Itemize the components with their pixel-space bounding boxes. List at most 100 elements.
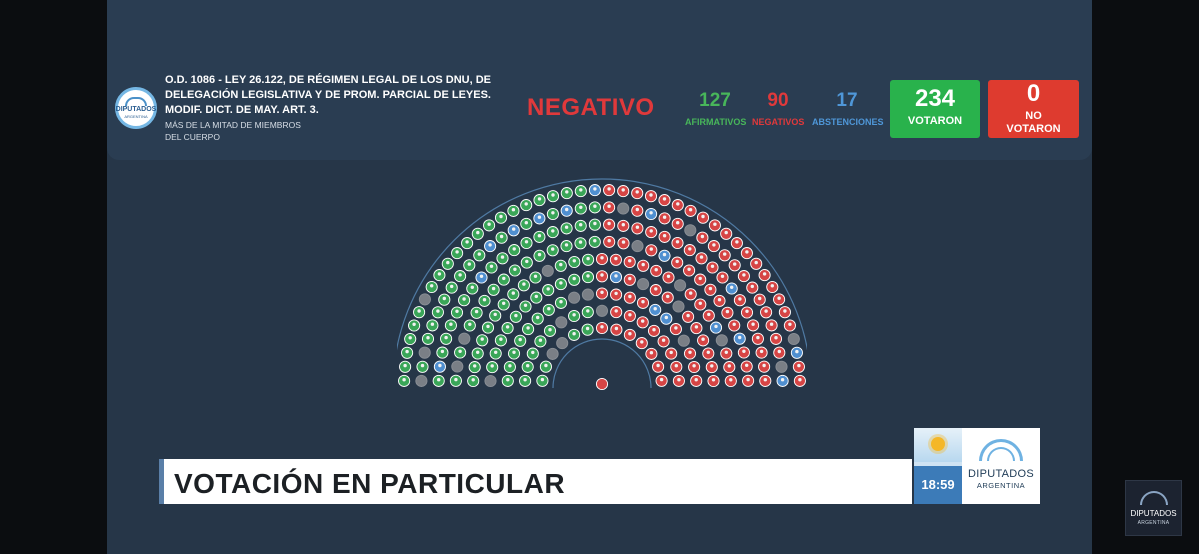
chamber-inner-arc [552, 338, 652, 389]
seat-person-icon [446, 260, 450, 265]
seat-person-icon [500, 255, 505, 259]
seat-person-icon [614, 256, 618, 261]
seat-person-icon [572, 332, 576, 336]
seat-person-icon [675, 259, 679, 264]
seat-person-icon [628, 313, 632, 317]
seat-ausente [418, 346, 431, 359]
seat-person-icon [692, 364, 696, 368]
seat-person-icon [548, 328, 552, 332]
seat-person-icon [764, 309, 768, 313]
seat-person-icon [491, 286, 496, 291]
seat-person-icon [745, 363, 749, 367]
seat-person-icon [547, 307, 551, 311]
seat-person-icon [628, 276, 632, 281]
no-votaron-count: 0 [1026, 80, 1041, 107]
seat-person-icon [403, 363, 407, 368]
seat-person-icon [490, 364, 494, 368]
seat-person-icon [600, 256, 604, 260]
corner-arc-icon [1140, 491, 1168, 505]
seat-person-icon [512, 247, 516, 251]
seat-person-icon [653, 307, 657, 311]
seat-person-icon [458, 349, 462, 353]
seat-person-icon [628, 332, 632, 336]
seat-person-icon [546, 287, 550, 291]
seat-person-icon [533, 274, 538, 278]
seat-person-icon [474, 309, 479, 314]
seat-ausente [581, 288, 594, 301]
seat-person-icon [544, 363, 548, 368]
seat-person-icon [586, 309, 590, 313]
seat-person-icon [614, 274, 618, 278]
seat-person-icon [523, 378, 527, 382]
seat-person-icon [641, 262, 645, 267]
seat-person-icon [724, 350, 728, 354]
seat-person-icon [710, 364, 714, 368]
seat-ausente [715, 334, 728, 347]
seat-person-icon [666, 294, 670, 299]
seat-person-icon [513, 267, 517, 271]
seat-person-icon [551, 229, 555, 233]
seat-person-icon [676, 221, 680, 225]
seat-ausente [415, 374, 428, 387]
seat-person-icon [499, 337, 503, 341]
seat-person-icon [649, 247, 653, 251]
seat-person-icon [468, 322, 472, 326]
seat-person-icon [465, 240, 469, 244]
seat-person-icon [621, 240, 626, 244]
seat-person-icon [763, 378, 767, 382]
seat-person-icon [437, 272, 442, 276]
seat-person-icon [420, 363, 425, 368]
seat-person-icon [688, 350, 692, 354]
seat-person-icon [565, 190, 569, 194]
afirmativos-count: 127 [699, 90, 731, 111]
seat-person-icon [536, 315, 540, 320]
seat-person-icon [502, 276, 506, 281]
seat-person-icon [774, 336, 778, 340]
seat-person-icon [713, 222, 717, 226]
corner-logo-sub: ARGENTINA [1137, 520, 1170, 526]
seat-person-icon [742, 349, 746, 353]
seat-person-icon [538, 338, 543, 342]
abstenciones-stat: 17 ABSTENCIONES [812, 90, 884, 127]
negativos-count: 90 [767, 90, 789, 111]
seat-person-icon [512, 227, 516, 231]
seat-person-icon [487, 222, 491, 226]
seat-person-icon [408, 336, 412, 340]
seat-person-icon [664, 315, 668, 320]
seat-person-icon [524, 202, 528, 206]
seat-person-icon [735, 240, 739, 244]
broadcast-time: 18:59 [914, 466, 962, 504]
seat-ausente [595, 304, 609, 317]
seat-person-icon [458, 273, 462, 277]
seat-person-icon [770, 284, 774, 288]
seat-person-icon [436, 309, 440, 313]
seat-person-icon [652, 328, 656, 332]
seat-person-icon [677, 378, 681, 382]
seat-person-icon [628, 294, 632, 299]
seat-ausente [541, 264, 554, 277]
seat-person-icon [607, 187, 611, 191]
seat-person-icon [745, 309, 749, 313]
seat-person-icon [586, 274, 590, 278]
seat-person-icon [662, 215, 667, 219]
seat-person-icon [572, 259, 576, 263]
abstenciones-count: 17 [836, 90, 858, 111]
seat-person-icon [688, 247, 692, 251]
seat-person-icon [607, 204, 611, 208]
seat-ausente [617, 202, 630, 215]
seat-person-icon [723, 252, 727, 256]
seat-person-icon [505, 325, 510, 329]
seat-person-icon [783, 309, 787, 313]
seat-person-icon [405, 349, 409, 354]
seat-person-icon [489, 264, 494, 268]
seat-person-icon [537, 252, 542, 257]
corner-logo-name: DIPUTADOS [1130, 509, 1177, 518]
seat-person-icon [488, 243, 492, 247]
seat-person-icon [788, 322, 792, 326]
no-votaron-label-line2: VOTARON [1006, 123, 1061, 135]
seat-person-icon [494, 350, 498, 354]
seat-person-icon [482, 298, 487, 302]
seal-sub: ARGENTINA [124, 114, 148, 119]
seat-person-icon [499, 234, 504, 239]
seat-person-icon [486, 324, 490, 329]
